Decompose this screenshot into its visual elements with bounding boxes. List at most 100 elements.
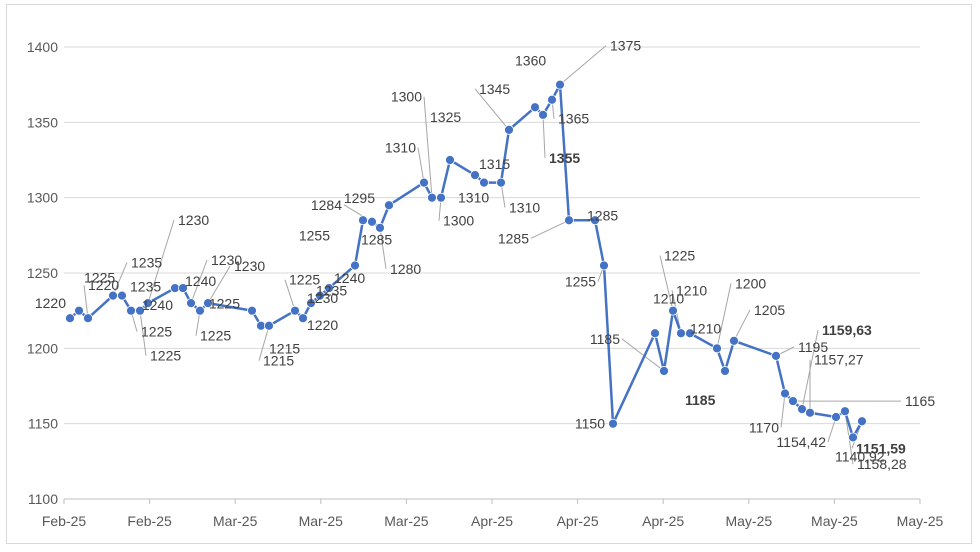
y-tick-label: 1300 — [27, 190, 58, 206]
data-label: 1230 — [211, 252, 242, 268]
data-label: 1255 — [565, 273, 596, 289]
data-label: 1375 — [610, 38, 641, 54]
data-point — [797, 404, 807, 415]
x-tick-label: May-25 — [725, 513, 772, 529]
data-label: 1165 — [905, 393, 935, 409]
data-label: 1230 — [178, 212, 209, 228]
data-point — [83, 313, 93, 324]
data-point — [350, 260, 360, 271]
data-label: 1225 — [664, 248, 695, 264]
data-label: 1195 — [798, 339, 828, 355]
data-label: 1300 — [443, 213, 474, 229]
data-label: 1295 — [344, 190, 375, 206]
data-point — [298, 313, 308, 324]
data-point — [590, 215, 600, 226]
series-line — [69, 83, 864, 439]
data-label: 1310 — [509, 200, 540, 216]
label-leader-lines — [83, 45, 901, 465]
label-leader-line — [112, 262, 128, 296]
data-label: 1205 — [754, 302, 785, 318]
data-label: 1235 — [131, 255, 162, 271]
data-point — [264, 320, 274, 331]
data-point — [720, 366, 730, 376]
data-label: 1140,92 — [835, 448, 885, 464]
data-point — [203, 298, 213, 309]
y-tick-label: 1400 — [27, 39, 58, 55]
label-leader-line — [659, 255, 674, 311]
data-point — [247, 305, 257, 316]
data-point — [668, 305, 678, 316]
data-label: 1365 — [558, 111, 589, 127]
data-label: 1158,28 — [857, 456, 907, 472]
data-label: 1240 — [185, 273, 216, 289]
data-point — [805, 407, 815, 418]
label-leader-line — [780, 393, 786, 428]
data-label: 1225 — [84, 270, 115, 286]
data-point — [650, 328, 660, 339]
data-point — [384, 200, 394, 211]
y-axis-ticks: 1100 1150 1200 1250 1300 1350 1400 — [27, 39, 58, 507]
label-leader-line — [423, 96, 433, 198]
label-leader-line — [733, 309, 751, 342]
data-label: 1200 — [735, 275, 766, 291]
data-label: 1310 — [385, 140, 416, 156]
series-line-path — [69, 83, 864, 439]
y-tick-label: 1200 — [27, 340, 58, 356]
data-point — [848, 432, 858, 443]
x-tick-label: May-25 — [811, 513, 858, 529]
grid-lines — [64, 46, 920, 500]
label-leader-line — [474, 88, 510, 131]
data-label: 1345 — [479, 81, 510, 97]
data-point — [315, 290, 325, 301]
data-label: 1225 — [289, 272, 320, 288]
data-label: 1285 — [498, 230, 529, 246]
label-leader-line — [621, 338, 665, 372]
x-tick-label: Feb-25 — [127, 513, 172, 529]
data-label: 1185 — [685, 392, 716, 408]
data-label: 1240 — [142, 297, 173, 313]
y-tick-label: 1150 — [28, 416, 58, 432]
y-tick-label: 1350 — [27, 114, 58, 130]
data-point — [419, 177, 429, 188]
data-point — [65, 313, 75, 324]
data-label: 1159,63 — [822, 322, 872, 338]
data-point — [427, 192, 437, 203]
data-points — [65, 79, 867, 443]
data-point — [840, 406, 850, 417]
data-label: 1285 — [361, 231, 392, 247]
label-leader-line — [139, 310, 147, 356]
data-point — [126, 305, 136, 316]
data-point — [367, 216, 377, 227]
data-point — [685, 328, 695, 339]
data-point — [375, 222, 385, 233]
data-label: 1157,27 — [814, 352, 864, 368]
label-leader-line — [542, 114, 546, 158]
label-leader-line — [147, 219, 175, 304]
data-point — [729, 335, 739, 346]
data-label: 1220 — [88, 277, 119, 293]
data-label: 1230 — [234, 258, 265, 274]
data-point — [599, 260, 609, 271]
data-label: 1220 — [35, 295, 66, 311]
data-label: 1151,59 — [856, 440, 906, 456]
data-point — [788, 396, 798, 406]
label-leader-line — [716, 283, 732, 349]
data-point — [470, 170, 480, 180]
data-label: 1225 — [200, 328, 231, 344]
data-point — [771, 350, 781, 361]
data-label: 1210 — [690, 320, 721, 336]
label-leader-line — [258, 325, 270, 361]
chart-frame — [6, 4, 972, 544]
data-label: 1225 — [141, 324, 172, 340]
data-point — [143, 298, 153, 309]
data-point — [195, 305, 205, 316]
data-label: 1284 — [311, 197, 342, 213]
data-label: 1235 — [130, 279, 161, 295]
data-label: 1285 — [587, 207, 618, 223]
data-label: 1215 — [263, 353, 294, 369]
data-point — [780, 388, 790, 399]
data-label: 1325 — [430, 109, 461, 125]
label-leader-line — [379, 227, 387, 269]
data-label: 1185 — [590, 331, 620, 347]
label-leader-line — [83, 285, 89, 319]
